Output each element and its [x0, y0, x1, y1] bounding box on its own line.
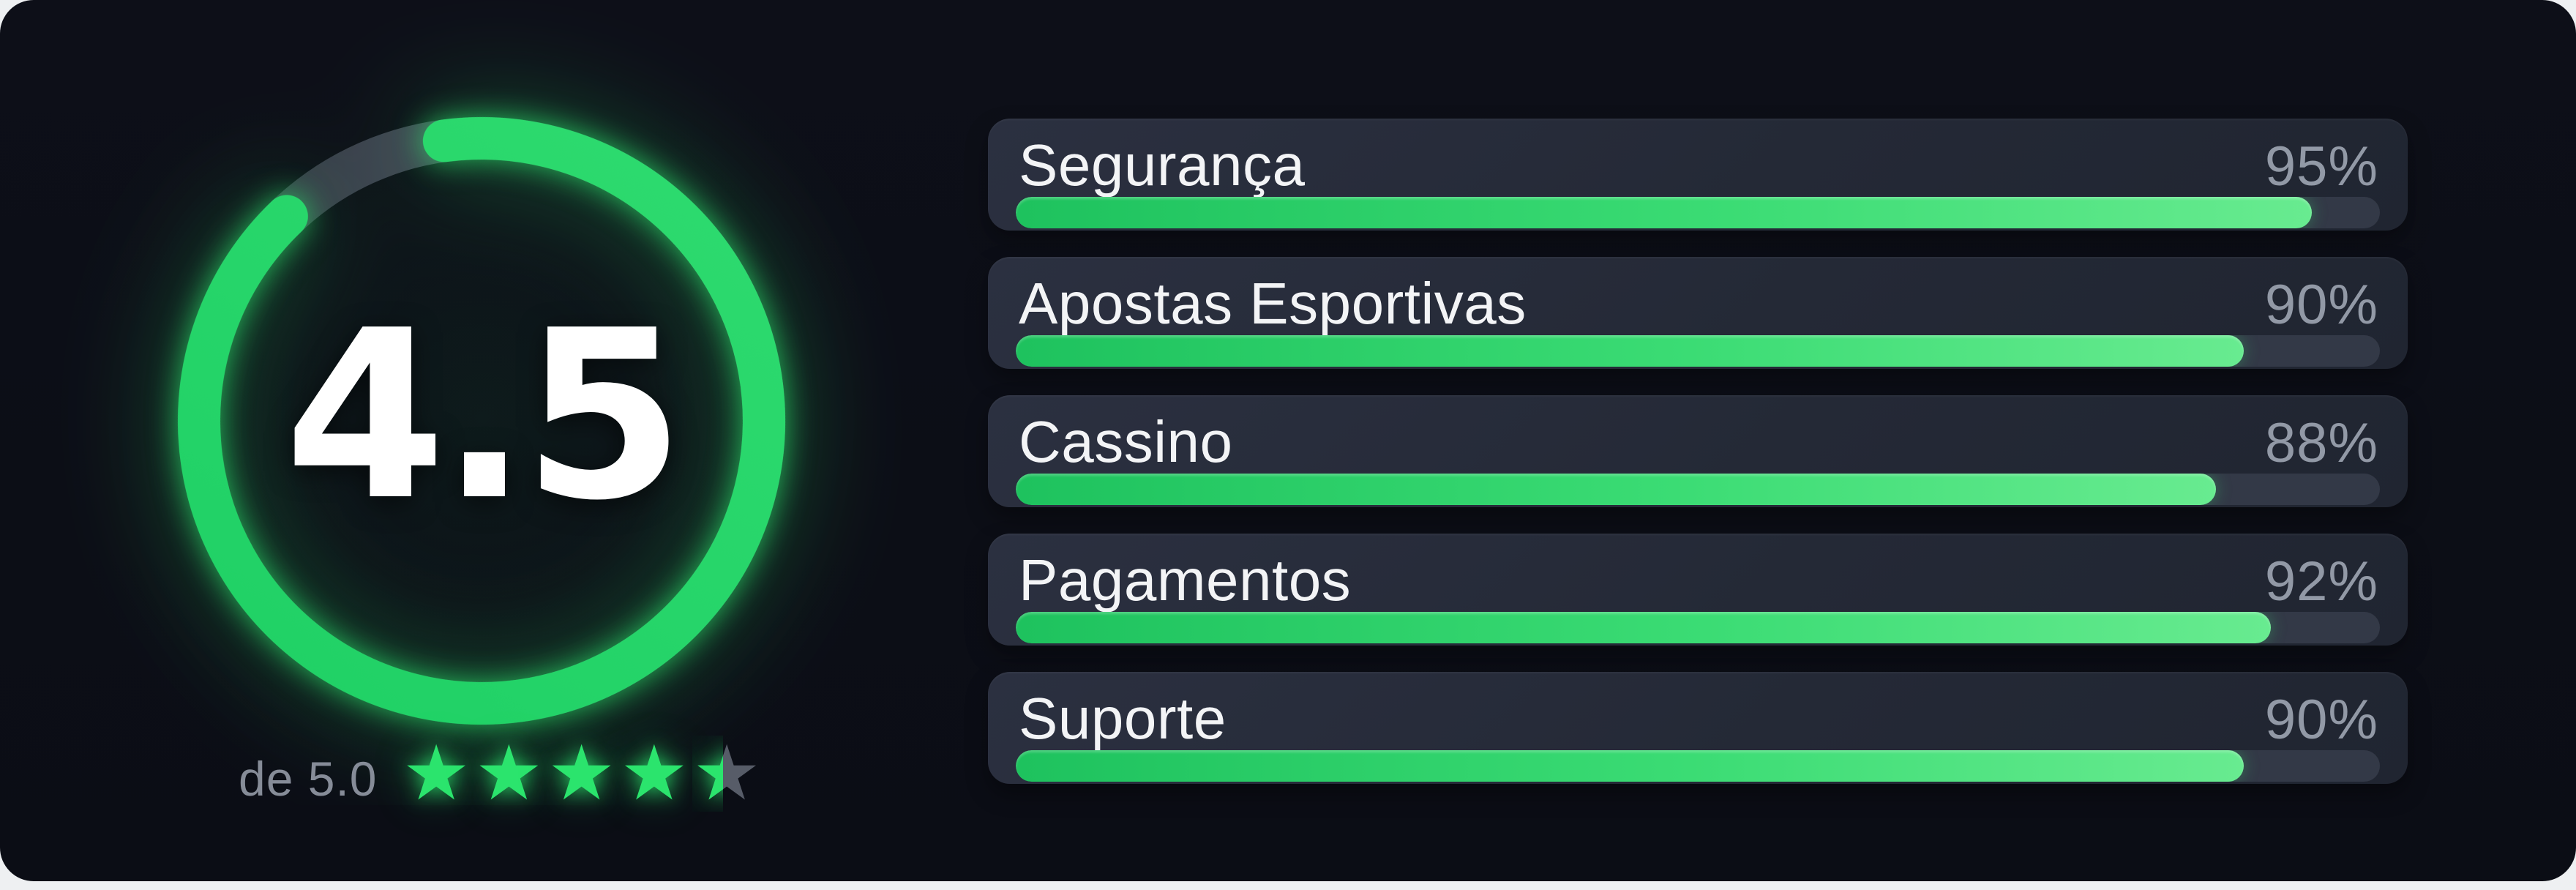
progress-ring	[178, 117, 785, 725]
progress-fill	[1016, 197, 2312, 228]
score-value: 4.5	[284, 280, 684, 551]
progress-fill	[1016, 750, 2244, 782]
category-list: Segurança 95% Apostas Esportivas 90% Cas…	[988, 119, 2408, 810]
category-label: Segurança	[1019, 132, 1306, 198]
category-label: Cassino	[1019, 409, 1233, 474]
progress-track	[1016, 197, 2380, 228]
progress-fill	[1016, 612, 2271, 643]
category-percent: 95%	[2264, 135, 2378, 198]
category-label: Suporte	[1019, 686, 1227, 751]
star-icon: ★	[547, 731, 616, 816]
category-card: Apostas Esportivas 90%	[988, 257, 2408, 369]
category-label: Pagamentos	[1019, 547, 1352, 613]
category-label: Apostas Esportivas	[1019, 271, 1527, 336]
score-gauge: 4.5 de 5.0 ★★★★★★	[0, 0, 973, 881]
progress-track	[1016, 750, 2380, 782]
category-card: Suporte 90%	[988, 672, 2408, 784]
category-percent: 92%	[2264, 550, 2378, 613]
progress-track	[1016, 612, 2380, 643]
score-caption: de 5.0 ★★★★★★	[239, 733, 761, 814]
half-star-icon: ★★	[692, 731, 761, 816]
category-percent: 90%	[2264, 689, 2378, 751]
star-icon: ★	[474, 731, 543, 816]
progress-track	[1016, 335, 2380, 367]
star-rating: ★★★★★★	[402, 736, 761, 812]
category-percent: 88%	[2264, 412, 2378, 474]
progress-fill	[1016, 474, 2217, 505]
star-icon: ★	[402, 731, 471, 816]
progress-track	[1016, 474, 2380, 505]
category-card: Pagamentos 92%	[988, 534, 2408, 646]
progress-fill	[1016, 335, 2244, 367]
star-icon: ★	[620, 731, 689, 816]
ring-progress-arc	[178, 117, 785, 725]
category-percent: 90%	[2264, 274, 2378, 336]
category-card: Segurança 95%	[988, 119, 2408, 231]
category-card: Cassino 88%	[988, 395, 2408, 507]
out-of-label: de 5.0	[239, 752, 378, 806]
